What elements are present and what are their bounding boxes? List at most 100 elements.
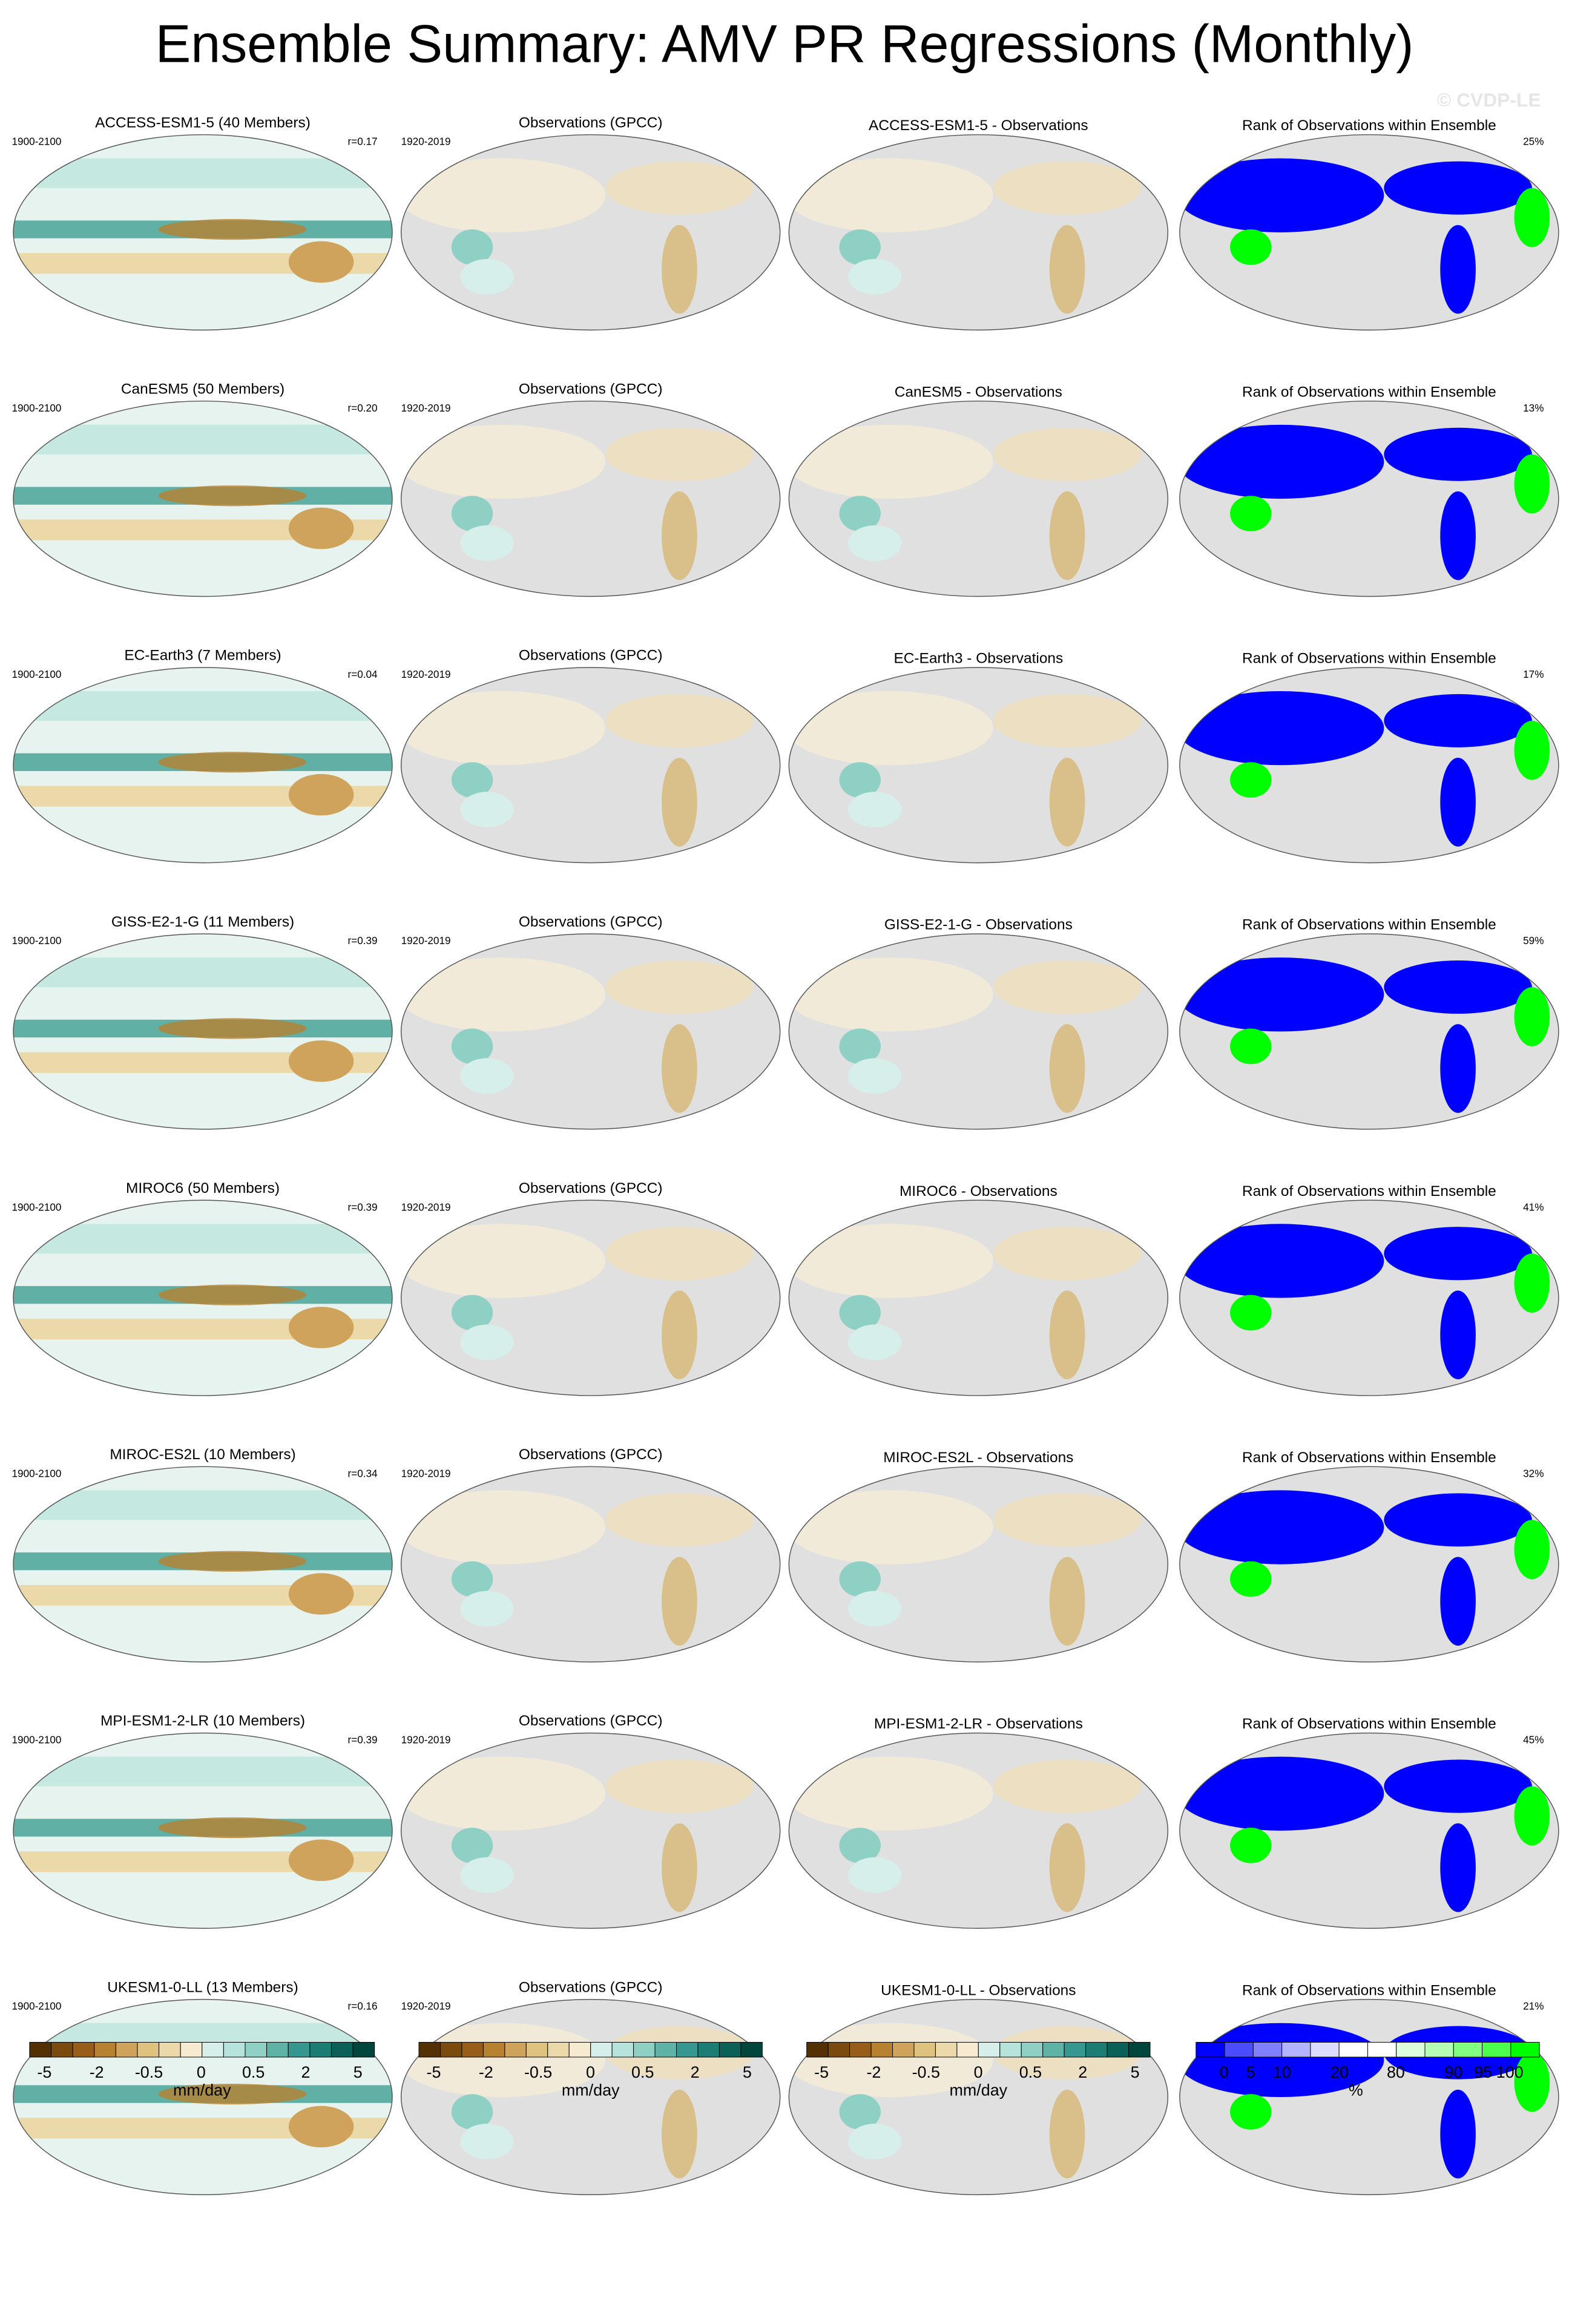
colorbar-box bbox=[180, 2042, 203, 2058]
map-land bbox=[1514, 2052, 1550, 2112]
map-land bbox=[460, 1590, 514, 1627]
panel-title: UKESM1-0-LL (13 Members) bbox=[107, 1979, 298, 1995]
colorbar-box bbox=[1085, 2042, 1108, 2058]
colorbar-box bbox=[1424, 2042, 1454, 2058]
correlation-label: r=0.39 bbox=[348, 1735, 378, 1746]
map-land bbox=[662, 1823, 697, 1912]
figure-title: Ensemble Summary: AMV PR Regressions (Mo… bbox=[156, 14, 1414, 74]
colorbar-box bbox=[676, 2042, 699, 2058]
rank-percent: 13% bbox=[1523, 402, 1544, 414]
colorbar-box bbox=[504, 2042, 527, 2058]
map-land bbox=[1179, 691, 1384, 766]
map-land bbox=[789, 957, 993, 1032]
colorbar-label: -2 bbox=[479, 2063, 493, 2081]
period-label: 1900-2100 bbox=[12, 402, 62, 414]
map-land bbox=[451, 2094, 493, 2130]
map-land bbox=[1049, 1290, 1085, 1380]
map-panel bbox=[401, 401, 780, 597]
map-panel bbox=[789, 667, 1168, 863]
map-outline bbox=[788, 933, 1169, 1130]
colorbar-box bbox=[1128, 2042, 1151, 2058]
map-land bbox=[1179, 424, 1384, 499]
colorbar-box bbox=[1042, 2042, 1065, 2058]
panel-title: MIROC6 (50 Members) bbox=[126, 1180, 280, 1196]
colorbar-box bbox=[956, 2042, 979, 2058]
map-land bbox=[1179, 1756, 1384, 1831]
map-outline bbox=[400, 134, 781, 331]
colorbar-label: 20 bbox=[1331, 2063, 1349, 2081]
colorbar-box bbox=[1064, 2042, 1087, 2058]
map-land bbox=[451, 496, 493, 531]
map-land bbox=[605, 960, 754, 1014]
map-outline bbox=[788, 1466, 1169, 1663]
map-panel bbox=[401, 134, 780, 330]
colorbar-box bbox=[266, 2042, 289, 2058]
rank-percent: 25% bbox=[1523, 136, 1544, 148]
map-panel bbox=[13, 1466, 392, 1663]
map-outline bbox=[400, 1200, 781, 1396]
colorbar-label: 0 bbox=[197, 2063, 206, 2081]
map-land bbox=[839, 1561, 881, 1597]
map-land bbox=[848, 792, 902, 827]
colorbar-box bbox=[461, 2042, 484, 2058]
map-blob bbox=[158, 1018, 307, 1039]
colorbar-box bbox=[115, 2042, 138, 2058]
correlation-label: r=0.16 bbox=[348, 2001, 378, 2012]
colorbar-box bbox=[999, 2042, 1022, 2058]
map-outline bbox=[1179, 933, 1559, 1130]
period-label: 1900-2100 bbox=[12, 1201, 62, 1213]
map-outline bbox=[788, 1732, 1169, 1929]
panel-title: Rank of Observations within Ensemble bbox=[1242, 917, 1496, 933]
map-land bbox=[839, 2094, 881, 2130]
map-land bbox=[839, 1295, 881, 1331]
panel-title: MIROC6 - Observations bbox=[900, 1183, 1058, 1200]
map-land bbox=[605, 1759, 754, 1813]
map-land bbox=[1514, 1786, 1550, 1846]
map-land bbox=[1440, 491, 1476, 580]
colorbar-box bbox=[1367, 2042, 1397, 2058]
map-blob bbox=[288, 507, 354, 550]
panel-title: UKESM1-0-LL - Observations bbox=[881, 1982, 1076, 1998]
colorbar-box bbox=[159, 2042, 181, 2058]
map-land bbox=[1514, 188, 1550, 248]
colorbar-box bbox=[1482, 2042, 1511, 2058]
map-land bbox=[848, 525, 902, 561]
map-land bbox=[1514, 1520, 1550, 1580]
colorbar-label: 0 bbox=[586, 2063, 595, 2081]
colorbar-label: 90 bbox=[1444, 2063, 1462, 2081]
panel-title: Observations (GPCC) bbox=[519, 114, 663, 131]
map-land bbox=[460, 1324, 514, 1361]
map-panel bbox=[789, 134, 1168, 330]
panel-title: Observations (GPCC) bbox=[519, 1713, 663, 1729]
map-panel bbox=[13, 1733, 392, 1929]
map-blob bbox=[158, 1551, 307, 1572]
panel-title: Rank of Observations within Ensemble bbox=[1242, 1449, 1496, 1466]
panel-title: Observations (GPCC) bbox=[519, 1446, 663, 1463]
colorbar-box bbox=[654, 2042, 677, 2058]
panel-title: ACCESS-ESM1-5 (40 Members) bbox=[95, 114, 311, 131]
colorbar-box bbox=[1453, 2042, 1483, 2058]
colorbar-box bbox=[1252, 2042, 1283, 2058]
map-land bbox=[605, 1493, 754, 1547]
map-blob bbox=[288, 773, 354, 816]
map-land bbox=[662, 225, 697, 314]
colorbar-label: 80 bbox=[1387, 2063, 1405, 2081]
map-panel bbox=[13, 667, 392, 863]
panel-title: CanESM5 - Observations bbox=[895, 384, 1062, 400]
map-panel bbox=[1179, 134, 1559, 330]
period-label: 1920-2019 bbox=[401, 136, 451, 148]
colorbar-box bbox=[137, 2042, 160, 2058]
map-land bbox=[451, 1827, 493, 1863]
map-panel bbox=[1179, 667, 1559, 863]
map-land bbox=[1440, 1024, 1476, 1113]
period-label: 1900-2100 bbox=[12, 935, 62, 947]
period-label: 1920-2019 bbox=[401, 935, 451, 947]
map-panel bbox=[1179, 934, 1559, 1129]
colorbar-label: 0.5 bbox=[1019, 2063, 1042, 2081]
map-land bbox=[839, 762, 881, 798]
map-land bbox=[1179, 158, 1384, 232]
panel-title: Rank of Observations within Ensemble bbox=[1242, 117, 1496, 134]
period-label: 1900-2100 bbox=[12, 2001, 62, 2012]
map-panel bbox=[13, 934, 392, 1129]
